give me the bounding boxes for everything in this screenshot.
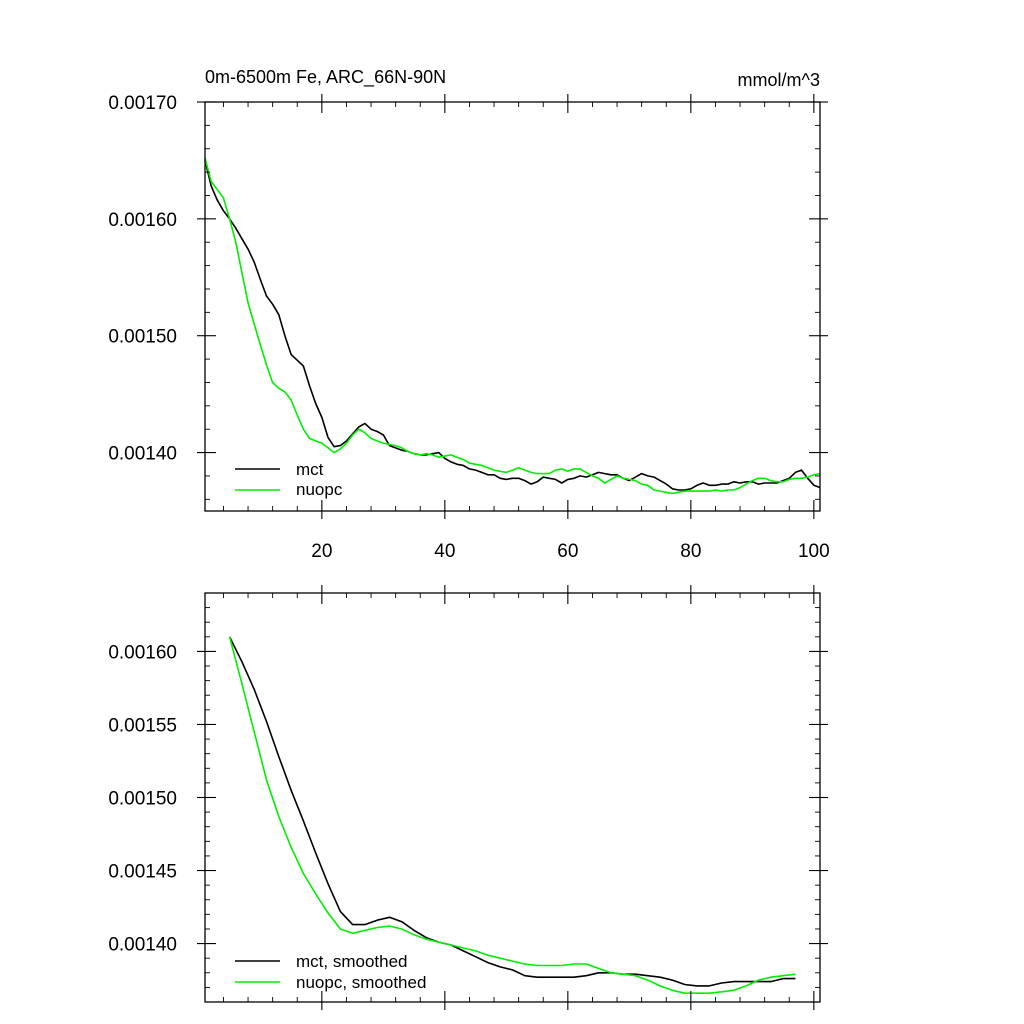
x-tick-label: 60 (557, 541, 578, 562)
plot-frame (204, 101, 821, 512)
y-tick-label: 0.00160 (108, 210, 177, 231)
legend-label-mct: mct (296, 460, 324, 479)
plot-frame (204, 592, 821, 1003)
y-tick-label: 0.00145 (108, 862, 177, 883)
y-tick-label: 0.00140 (108, 444, 177, 465)
legend: mct nuopc (235, 460, 343, 499)
y-tick-label: 0.00160 (108, 642, 177, 663)
y-tick-label: 0.00170 (108, 93, 177, 114)
y-tick-label: 0.00140 (108, 935, 177, 956)
y-tick-label: 0.00155 (108, 715, 177, 736)
legend-label-nuopc-smoothed: nuopc, smoothed (296, 973, 426, 992)
x-tick-label: 100 (798, 541, 830, 562)
series-line-mct-smoothed (228, 636, 796, 987)
legend-label-mct-smoothed: mct, smoothed (296, 952, 408, 971)
panel-1: 0m-6500m Fe, ARC_66N-90N mmol/m^3 20 40 60… (108, 67, 829, 562)
series-line-mct (204, 160, 821, 491)
chart-title: 0m-6500m Fe, ARC_66N-90N (205, 67, 446, 88)
x-tick-label: 20 (311, 541, 332, 562)
legend-label-nuopc: nuopc (296, 480, 343, 499)
x-tick-label: 40 (434, 541, 455, 562)
legend: mct, smoothed nuopc, smoothed (235, 952, 426, 992)
y-tick-label: 0.00150 (108, 789, 177, 810)
series-line-nuopc-smoothed (228, 636, 796, 995)
y-tick-label: 0.00150 (108, 327, 177, 348)
units-label: mmol/m^3 (738, 70, 820, 90)
panel-2: 0.00140 0.00145 0.00150 0.00155 0.00160 mct,… (108, 585, 828, 1010)
x-tick-label: 80 (680, 541, 701, 562)
series-line-nuopc (204, 157, 821, 495)
